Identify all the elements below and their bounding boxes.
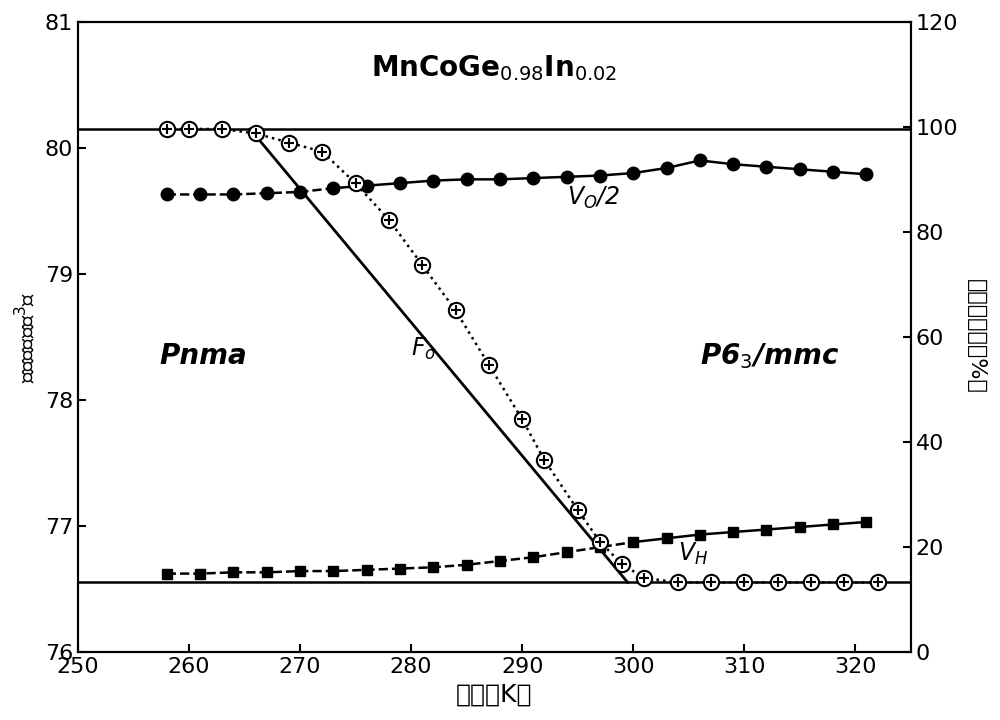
- Text: $F_o$: $F_o$: [411, 336, 436, 362]
- Text: MnCoGe$_{0.98}$In$_{0.02}$: MnCoGe$_{0.98}$In$_{0.02}$: [371, 53, 618, 84]
- Y-axis label: 晶胞体积（埃$^3$）: 晶胞体积（埃$^3$）: [14, 291, 39, 382]
- X-axis label: 温度（K）: 温度（K）: [456, 682, 533, 706]
- Text: $V_O$/2: $V_O$/2: [567, 184, 619, 211]
- Y-axis label: 正交相比例（%）: 正交相比例（%）: [966, 279, 986, 395]
- Text: $V_H$: $V_H$: [678, 541, 708, 567]
- Text: Pnma: Pnma: [159, 342, 247, 369]
- Text: P6$_3$/mmc: P6$_3$/mmc: [700, 341, 839, 371]
